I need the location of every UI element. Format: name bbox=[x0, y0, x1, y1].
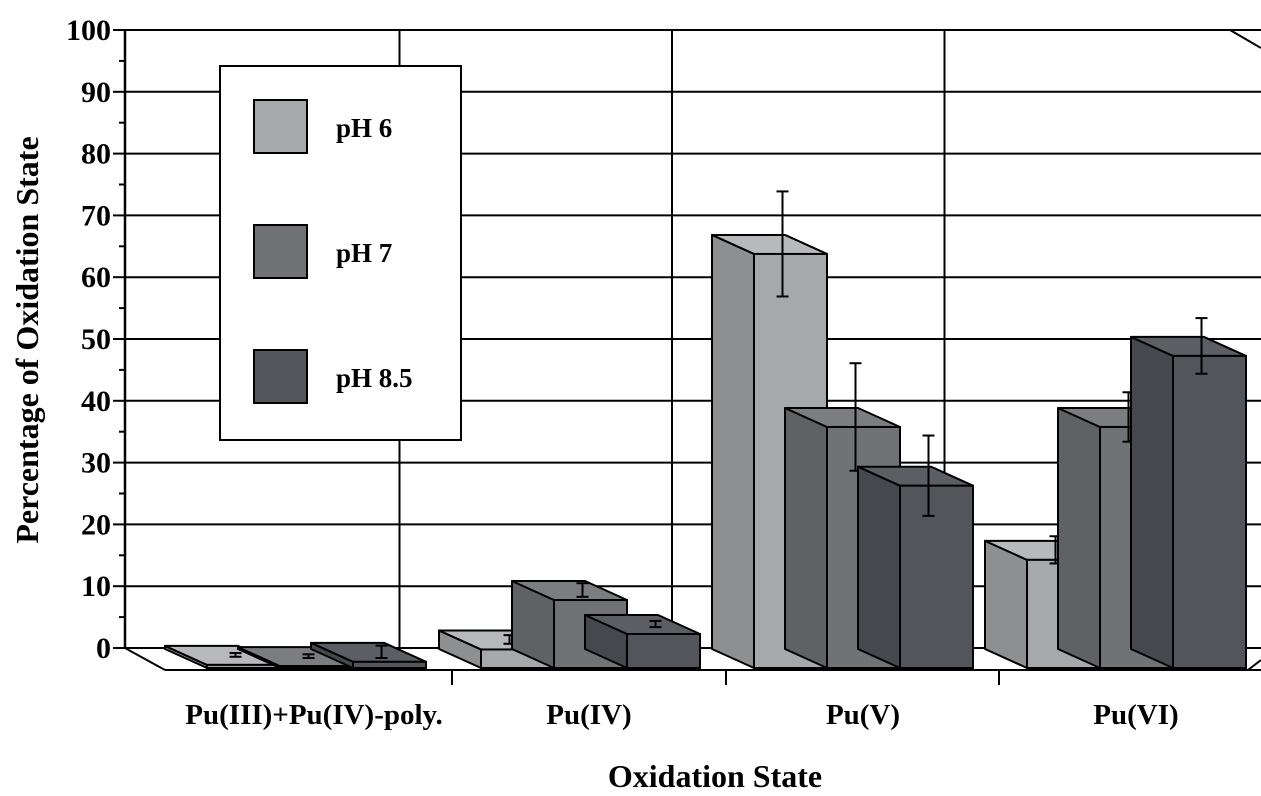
bar bbox=[206, 663, 281, 669]
y-tick-label: 100 bbox=[66, 14, 111, 47]
floor-left-edge bbox=[124, 647, 166, 671]
x-tick-label: Pu(III)+Pu(IV)-poly. bbox=[185, 699, 442, 731]
y-tick-label: 10 bbox=[81, 570, 111, 603]
x-tick-label: Pu(IV) bbox=[546, 699, 631, 731]
bar bbox=[1172, 354, 1247, 669]
y-tick-labels: 0 10 20 30 40 50 60 70 80 90 100 bbox=[66, 14, 111, 665]
bar bbox=[279, 665, 354, 669]
bar-side bbox=[1130, 335, 1174, 669]
x-tick-label: Pu(VI) bbox=[1093, 699, 1178, 731]
x-tick-label: Pu(V) bbox=[826, 699, 900, 731]
legend: pH 6 pH 7 pH 8.5 bbox=[219, 65, 462, 441]
top-right-edge bbox=[1229, 29, 1261, 49]
bars bbox=[164, 190, 1247, 670]
x-tick-labels: Pu(III)+Pu(IV)-poly. Pu(IV) Pu(V) Pu(VI) bbox=[185, 699, 1178, 731]
bar-side bbox=[984, 539, 1028, 669]
y-tick-label: 60 bbox=[81, 261, 111, 294]
y-axis-title: Percentage of Oxidation State bbox=[9, 136, 45, 543]
y-tick-label: 40 bbox=[81, 385, 111, 418]
y-tick-label: 70 bbox=[81, 199, 111, 232]
legend-swatch bbox=[253, 99, 308, 154]
legend-swatch bbox=[253, 224, 308, 279]
bar-side bbox=[1057, 406, 1101, 669]
legend-label: pH 8.5 bbox=[336, 363, 413, 393]
bar bbox=[626, 633, 701, 670]
y-tick-label: 30 bbox=[81, 447, 111, 480]
bar-side bbox=[711, 233, 755, 669]
bar bbox=[899, 484, 974, 669]
floor-right-edge bbox=[1247, 659, 1261, 671]
y-tick-label: 0 bbox=[96, 632, 111, 665]
legend-label: pH 6 bbox=[336, 113, 392, 143]
bar bbox=[352, 660, 427, 670]
bar-side bbox=[857, 465, 901, 669]
legend-swatch bbox=[253, 349, 308, 404]
bar-side bbox=[784, 406, 828, 669]
y-tick-label: 50 bbox=[81, 323, 111, 356]
y-tick-label: 80 bbox=[81, 138, 111, 171]
y-tick-label: 20 bbox=[81, 508, 111, 541]
x-axis-title: Oxidation State bbox=[608, 758, 822, 794]
legend-label: pH 7 bbox=[336, 238, 392, 268]
y-tick-label: 90 bbox=[81, 76, 111, 109]
